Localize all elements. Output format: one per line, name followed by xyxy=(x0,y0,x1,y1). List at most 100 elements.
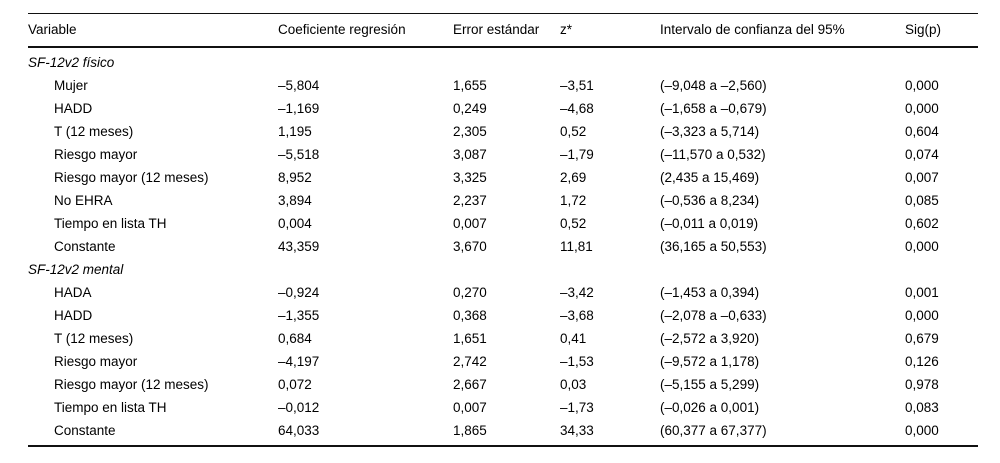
data-row: Riesgo mayor (12 meses) 0,072 2,667 0,03 (–5… xyxy=(28,373,978,396)
se-cell: 0,007 xyxy=(453,216,487,231)
sig-cell: 0,001 xyxy=(905,285,939,300)
data-row: Riesgo mayor –5,518 3,087 –1,79 (–11,570 a 0… xyxy=(28,143,978,166)
se-cell: 0,249 xyxy=(453,101,487,116)
z-cell: –1,53 xyxy=(560,354,594,369)
sig-cell: 0,604 xyxy=(905,124,939,139)
z-cell: –3,42 xyxy=(560,285,594,300)
header-row: Variable Coeficiente regresión Error están… xyxy=(28,13,978,48)
se-cell: 3,670 xyxy=(453,239,487,254)
z-cell: 11,81 xyxy=(560,239,593,254)
data-row: Constante 64,033 1,865 34,33 (60,377 a 67,37… xyxy=(28,419,978,446)
ci-cell: (–11,570 a 0,532) xyxy=(660,147,766,162)
coef-cell: –5,518 xyxy=(278,147,320,162)
sig-cell: 0,000 xyxy=(905,78,939,93)
z-cell: 0,52 xyxy=(560,216,587,231)
z-cell: –3,51 xyxy=(560,78,594,93)
variable-cell: Constante xyxy=(54,423,116,438)
variable-cell: Riesgo mayor xyxy=(54,147,138,162)
coef-cell: 0,684 xyxy=(278,331,312,346)
z-cell: 34,33 xyxy=(560,423,594,438)
data-row: Riesgo mayor –4,197 2,742 –1,53 (–9,572 a 1,… xyxy=(28,350,978,373)
ci-cell: (–0,026 a 0,001) xyxy=(660,400,760,415)
se-cell: 1,655 xyxy=(453,78,487,93)
ci-cell: (–2,572 a 3,920) xyxy=(660,331,760,346)
se-cell: 2,667 xyxy=(453,377,487,392)
z-cell: 0,03 xyxy=(560,377,587,392)
sig-cell: 0,126 xyxy=(905,354,939,369)
column-header-intervalo-confianza-95: Intervalo de confianza del 95% xyxy=(660,13,905,48)
coef-cell: 43,359 xyxy=(278,239,320,254)
z-cell: 0,41 xyxy=(560,331,587,346)
data-row: Constante 43,359 3,670 11,81 (36,165 a 50,55… xyxy=(28,235,978,258)
sig-cell: 0,602 xyxy=(905,216,939,231)
se-cell: 0,007 xyxy=(453,400,487,415)
coef-cell: –5,804 xyxy=(278,78,320,93)
se-cell: 2,742 xyxy=(453,354,487,369)
variable-cell: HADA xyxy=(54,285,92,300)
z-cell: 1,72 xyxy=(560,193,587,208)
variable-cell: Riesgo mayor xyxy=(54,354,138,369)
sig-cell: 0,000 xyxy=(905,308,939,323)
sig-cell: 0,085 xyxy=(905,193,939,208)
ci-cell: (–9,048 a –2,560) xyxy=(660,78,767,93)
coef-cell: –1,355 xyxy=(278,308,320,323)
paper-table-region: Variable Coeficiente regresión Error están… xyxy=(28,13,978,447)
se-cell: 1,865 xyxy=(453,423,487,438)
data-row: T (12 meses) 1,195 2,305 0,52 (–3,323 a 5,71… xyxy=(28,120,978,143)
data-row: Riesgo mayor (12 meses) 8,952 3,325 2,69 (2,… xyxy=(28,166,978,189)
data-row: Tiempo en lista TH –0,012 0,007 –1,73 (–0,02… xyxy=(28,396,978,419)
ci-cell: (–3,323 a 5,714) xyxy=(660,124,760,139)
variable-cell: Riesgo mayor (12 meses) xyxy=(54,170,209,185)
coef-cell: –1,169 xyxy=(278,101,320,116)
variable-cell: Riesgo mayor (12 meses) xyxy=(54,377,209,392)
variable-cell: Tiempo en lista TH xyxy=(54,216,167,231)
sig-cell: 0,000 xyxy=(905,239,939,254)
sig-cell: 0,978 xyxy=(905,377,939,392)
coef-cell: 64,033 xyxy=(278,423,320,438)
table-header: Variable Coeficiente regresión Error están… xyxy=(28,13,978,48)
regression-results-table: Variable Coeficiente regresión Error están… xyxy=(28,13,978,447)
coef-cell: 0,072 xyxy=(278,377,312,392)
ci-cell: (–1,453 a 0,394) xyxy=(660,285,760,300)
variable-cell: HADD xyxy=(54,308,93,323)
variable-cell: Constante xyxy=(54,239,116,254)
section-label: SF-12v2 mental xyxy=(28,262,124,277)
column-header-coeficiente-regresion: Coeficiente regresión xyxy=(278,13,453,48)
ci-cell: (–0,011 a 0,019) xyxy=(660,216,759,231)
variable-cell: HADD xyxy=(54,101,93,116)
variable-cell: Tiempo en lista TH xyxy=(54,400,167,415)
sig-cell: 0,000 xyxy=(905,101,939,116)
data-row: HADA –0,924 0,270 –3,42 (–1,453 a 0,394) 0,00… xyxy=(28,281,978,304)
data-row: HADD –1,169 0,249 –4,68 (–1,658 a –0,679) 0,0… xyxy=(28,97,978,120)
coef-cell: –0,012 xyxy=(278,400,320,415)
sig-cell: 0,000 xyxy=(905,423,939,438)
se-cell: 3,087 xyxy=(453,147,487,162)
ci-cell: (–5,155 a 5,299) xyxy=(660,377,760,392)
section-row: SF-12v2 mental xyxy=(28,258,978,281)
ci-cell: (–2,078 a –0,633) xyxy=(660,308,767,323)
z-cell: –1,79 xyxy=(560,147,594,162)
section-label: SF-12v2 físico xyxy=(28,55,115,70)
sig-cell: 0,679 xyxy=(905,331,939,346)
coef-cell: 0,004 xyxy=(278,216,312,231)
se-cell: 2,237 xyxy=(453,193,487,208)
data-row: No EHRA 3,894 2,237 1,72 (–0,536 a 8,234) 0,0… xyxy=(28,189,978,212)
se-cell: 2,305 xyxy=(453,124,487,139)
z-cell: –1,73 xyxy=(560,400,594,415)
section-row: SF-12v2 físico xyxy=(28,47,978,74)
z-cell: 2,69 xyxy=(560,170,587,185)
variable-cell: T (12 meses) xyxy=(54,331,134,346)
z-cell: –4,68 xyxy=(560,101,594,116)
sig-cell: 0,074 xyxy=(905,147,939,162)
coef-cell: –0,924 xyxy=(278,285,320,300)
se-cell: 3,325 xyxy=(453,170,487,185)
coef-cell: –4,197 xyxy=(278,354,320,369)
ci-cell: (36,165 a 50,553) xyxy=(660,239,767,254)
column-header-z: z* xyxy=(560,13,660,48)
coef-cell: 1,195 xyxy=(278,124,312,139)
variable-cell: No EHRA xyxy=(54,193,113,208)
sig-cell: 0,007 xyxy=(905,170,939,185)
table-body: SF-12v2 físico Mujer –5,804 1,655 –3,51 (–9,0… xyxy=(28,47,978,446)
variable-cell: T (12 meses) xyxy=(54,124,134,139)
z-cell: 0,52 xyxy=(560,124,587,139)
